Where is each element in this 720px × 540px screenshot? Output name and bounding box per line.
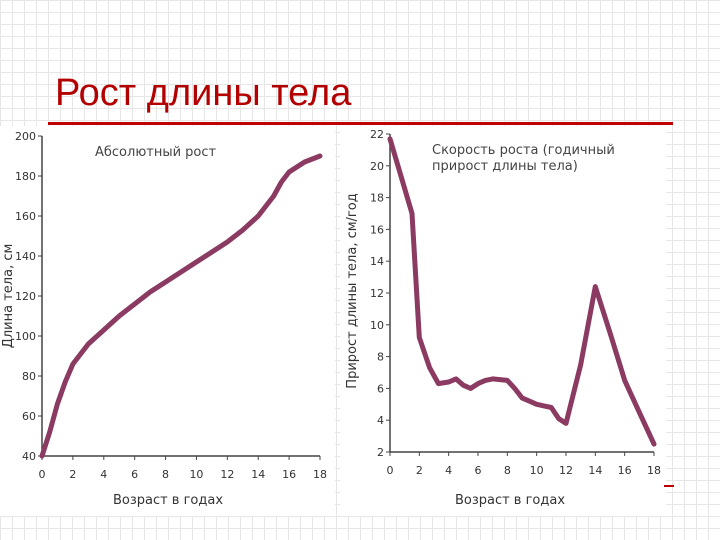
x-axis-title: Возраст в годах	[113, 493, 223, 508]
series-line	[387, 136, 657, 447]
page-title: Рост длины тела	[55, 72, 352, 114]
y-tick-label: 14	[370, 255, 384, 268]
x-tick-label: 10	[530, 464, 544, 477]
x-tick-label: 2	[69, 468, 76, 481]
absolute-growth-chart-panel: 40 60 80 100 120 140 160 180 200 0 2 4 6 8 10 12 14 16 18 В…	[0, 126, 335, 516]
y-axis-title: Прирост длины тела, см/год	[345, 193, 360, 388]
y-tick-label: 40	[22, 450, 36, 463]
x-tick-label: 18	[313, 468, 327, 481]
x-tick-label: 6	[131, 468, 138, 481]
x-tick-label: 2	[416, 464, 423, 477]
x-tick-label: 14	[588, 464, 602, 477]
y-tick-label: 18	[370, 192, 384, 205]
series-line	[39, 153, 323, 459]
y-tick-label: 6	[377, 382, 384, 395]
title-underline	[48, 122, 673, 125]
x-tick-label: 8	[504, 464, 511, 477]
x-tick-label: 0	[387, 464, 394, 477]
decorative-red-mark	[664, 485, 674, 487]
x-tick-label: 14	[251, 468, 265, 481]
y-tick-label: 180	[15, 170, 36, 183]
chart-title-line: прирост длины тела)	[432, 159, 578, 174]
x-tick-label: 10	[189, 468, 203, 481]
x-tick-label: 0	[39, 468, 46, 481]
x-tick-label: 18	[647, 464, 661, 477]
absolute-growth-chart: 40 60 80 100 120 140 160 180 200 0 2 4 6 8 10 12 14 16 18 В…	[1, 130, 327, 508]
y-tick-label: 160	[15, 210, 36, 223]
y-tick-label: 80	[22, 370, 36, 383]
x-tick-label: 16	[618, 464, 632, 477]
y-tick-label: 4	[377, 414, 384, 427]
x-tick-label: 16	[282, 468, 296, 481]
y-tick-label: 100	[15, 330, 36, 343]
y-tick-label: 120	[15, 290, 36, 303]
y-tick-label: 140	[15, 250, 36, 263]
y-tick-label: 2	[377, 446, 384, 459]
chart-title-line: Скорость роста (годичный	[432, 143, 615, 158]
growth-rate-chart-panel: 2 4 6 8 10 12 14 16 18 20 22 0 2 4 6 8 10 12 14 16 18 Возраст…	[340, 126, 666, 516]
y-tick-label: 10	[370, 319, 384, 332]
y-axis-title: Длина тела, см	[1, 244, 16, 349]
x-tick-label: 8	[162, 468, 169, 481]
y-tick-label: 16	[370, 223, 384, 236]
y-tick-label: 22	[370, 128, 384, 141]
x-tick-label: 4	[100, 468, 107, 481]
y-tick-label: 8	[377, 351, 384, 364]
x-tick-label: 4	[445, 464, 452, 477]
x-tick-label: 12	[220, 468, 234, 481]
y-tick-label: 20	[370, 160, 384, 173]
x-axis-title: Возраст в годах	[455, 493, 565, 508]
y-tick-label: 12	[370, 287, 384, 300]
chart-title: Абсолютный рост	[95, 145, 217, 160]
x-tick-label: 6	[475, 464, 482, 477]
y-tick-label: 60	[22, 410, 36, 423]
y-tick-label: 200	[15, 130, 36, 143]
x-tick-label: 12	[559, 464, 573, 477]
